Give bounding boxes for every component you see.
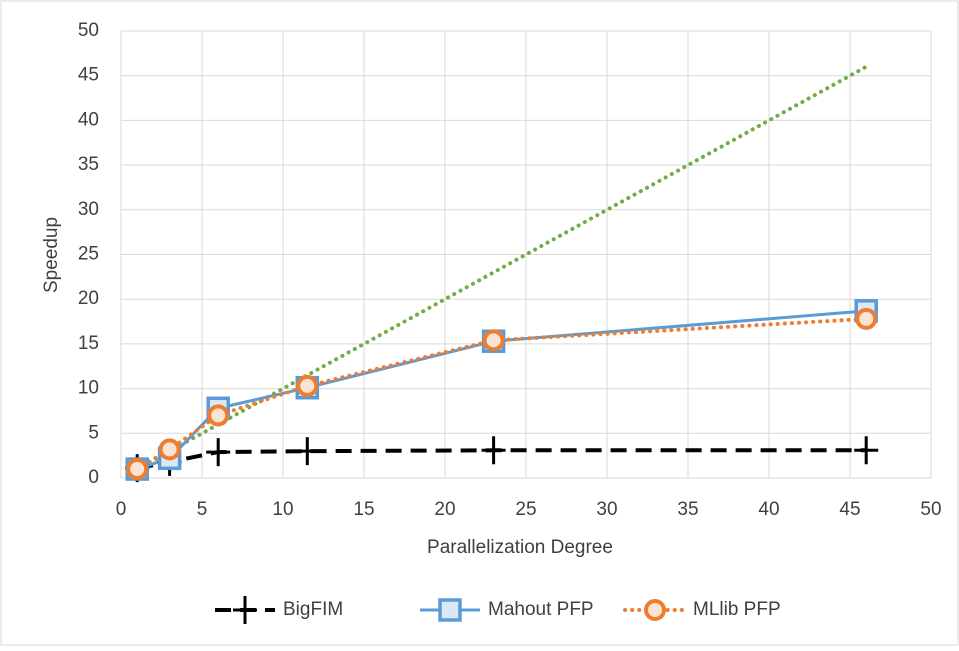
x-tick-label: 10 <box>272 499 293 520</box>
x-tick-label: 35 <box>677 499 698 520</box>
x-tick-label: 30 <box>596 499 617 520</box>
legend-label: BigFIM <box>283 599 343 620</box>
marker <box>126 458 149 481</box>
marker <box>295 437 320 466</box>
x-tick-label: 5 <box>197 499 208 520</box>
marker <box>482 329 505 352</box>
y-tick-label: 25 <box>78 244 99 265</box>
y-tick-label: 15 <box>78 333 99 354</box>
x-axis-label: Parallelization Degree <box>427 537 613 558</box>
x-tick-label: 50 <box>920 499 941 520</box>
series-line <box>135 64 869 472</box>
y-tick-label: 30 <box>78 199 99 220</box>
marker <box>206 438 231 467</box>
y-tick-label: 20 <box>78 288 99 309</box>
marker <box>855 307 878 330</box>
x-tick-label: 0 <box>116 499 127 520</box>
marker <box>158 438 181 461</box>
x-tick-label: 25 <box>515 499 536 520</box>
x-tick-label: 15 <box>353 499 374 520</box>
y-tick-label: 35 <box>78 154 99 175</box>
marker <box>481 436 506 465</box>
legend-label: MLlib PFP <box>693 599 781 620</box>
y-tick-label: 10 <box>78 378 99 399</box>
y-tick-label: 40 <box>78 109 99 130</box>
y-tick-label: 0 <box>88 467 99 488</box>
legend-label: Mahout PFP <box>488 599 594 620</box>
legend-marker <box>438 598 462 622</box>
y-tick-label: 5 <box>88 422 99 443</box>
legend-marker <box>233 596 257 624</box>
x-tick-label: 45 <box>839 499 860 520</box>
marker <box>296 374 319 397</box>
marker <box>207 404 230 427</box>
y-tick-label: 50 <box>78 20 99 41</box>
y-tick-label: 45 <box>78 65 99 86</box>
legend-marker <box>644 599 666 621</box>
marker <box>854 436 879 465</box>
x-tick-label: 20 <box>434 499 455 520</box>
y-axis-label: Speedup <box>41 217 62 293</box>
x-tick-label: 40 <box>758 499 779 520</box>
